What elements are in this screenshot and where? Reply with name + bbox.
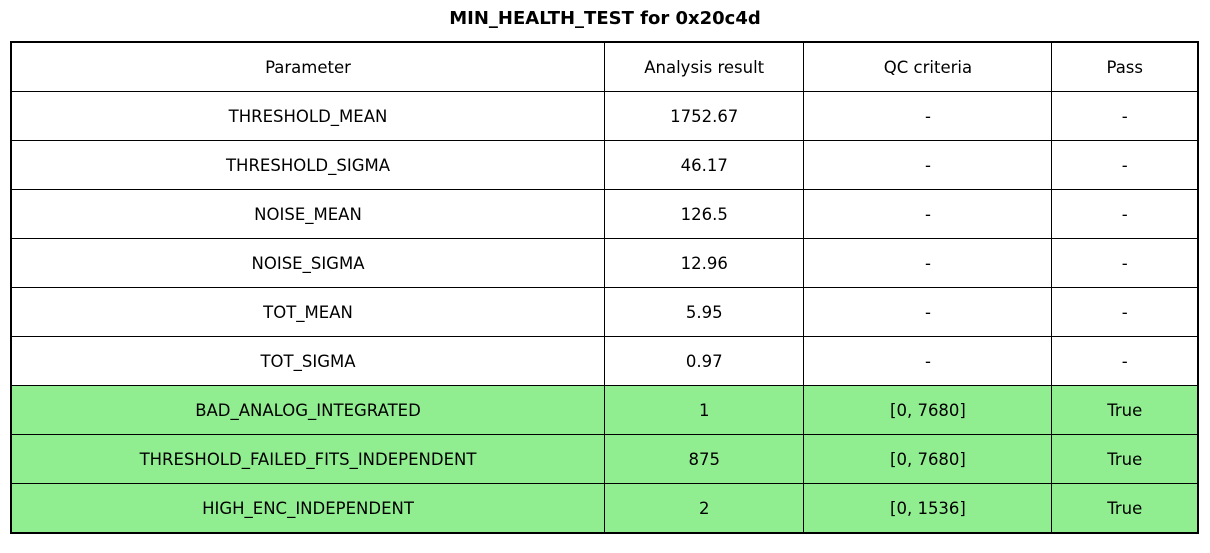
cell-qc-criteria: [0, 7680]	[803, 434, 1053, 484]
cell-analysis-result: 126.5	[603, 189, 805, 239]
table-row-highlighted: BAD_ANALOG_INTEGRATED 1 [0, 7680] True	[10, 385, 1199, 435]
cell-parameter: TOT_MEAN	[10, 287, 605, 337]
cell-qc-criteria: -	[803, 140, 1053, 190]
cell-pass: -	[1051, 140, 1199, 190]
cell-parameter: BAD_ANALOG_INTEGRATED	[10, 385, 605, 435]
cell-qc-criteria: -	[803, 336, 1053, 386]
cell-analysis-result: 875	[603, 434, 805, 484]
column-header-pass: Pass	[1051, 41, 1199, 92]
table-row: TOT_SIGMA 0.97 - -	[10, 336, 1199, 386]
cell-qc-criteria: -	[803, 238, 1053, 288]
column-header-parameter: Parameter	[10, 41, 605, 92]
cell-qc-criteria: [0, 7680]	[803, 385, 1053, 435]
table-row-highlighted: THRESHOLD_FAILED_FITS_INDEPENDENT 875 [0…	[10, 434, 1199, 484]
cell-pass: -	[1051, 336, 1199, 386]
column-header-analysis-result: Analysis result	[603, 41, 805, 92]
cell-parameter: NOISE_SIGMA	[10, 238, 605, 288]
cell-analysis-result: 0.97	[603, 336, 805, 386]
cell-analysis-result: 1752.67	[603, 91, 805, 141]
cell-pass: True	[1051, 385, 1199, 435]
cell-analysis-result: 1	[603, 385, 805, 435]
table-row: THRESHOLD_SIGMA 46.17 - -	[10, 140, 1199, 190]
cell-parameter: HIGH_ENC_INDEPENDENT	[10, 483, 605, 534]
cell-qc-criteria: -	[803, 189, 1053, 239]
cell-pass: -	[1051, 91, 1199, 141]
table-row: THRESHOLD_MEAN 1752.67 - -	[10, 91, 1199, 141]
cell-parameter: THRESHOLD_FAILED_FITS_INDEPENDENT	[10, 434, 605, 484]
cell-analysis-result: 12.96	[603, 238, 805, 288]
cell-pass: -	[1051, 287, 1199, 337]
cell-analysis-result: 5.95	[603, 287, 805, 337]
cell-pass: True	[1051, 434, 1199, 484]
cell-parameter: THRESHOLD_SIGMA	[10, 140, 605, 190]
cell-pass: True	[1051, 483, 1199, 534]
cell-analysis-result: 2	[603, 483, 805, 534]
header-row: Parameter Analysis result QC criteria Pa…	[10, 41, 1199, 92]
table-row: NOISE_SIGMA 12.96 - -	[10, 238, 1199, 288]
cell-parameter: NOISE_MEAN	[10, 189, 605, 239]
cell-qc-criteria: -	[803, 91, 1053, 141]
cell-analysis-result: 46.17	[603, 140, 805, 190]
page-title: MIN_HEALTH_TEST for 0x20c4d	[449, 8, 761, 29]
qc-results-table: Parameter Analysis result QC criteria Pa…	[10, 41, 1199, 534]
cell-qc-criteria: -	[803, 287, 1053, 337]
cell-parameter: TOT_SIGMA	[10, 336, 605, 386]
column-header-qc-criteria: QC criteria	[803, 41, 1053, 92]
table-row: TOT_MEAN 5.95 - -	[10, 287, 1199, 337]
table-row: NOISE_MEAN 126.5 - -	[10, 189, 1199, 239]
table-row-highlighted: HIGH_ENC_INDEPENDENT 2 [0, 1536] True	[10, 483, 1199, 534]
cell-qc-criteria: [0, 1536]	[803, 483, 1053, 534]
cell-pass: -	[1051, 189, 1199, 239]
cell-pass: -	[1051, 238, 1199, 288]
cell-parameter: THRESHOLD_MEAN	[10, 91, 605, 141]
